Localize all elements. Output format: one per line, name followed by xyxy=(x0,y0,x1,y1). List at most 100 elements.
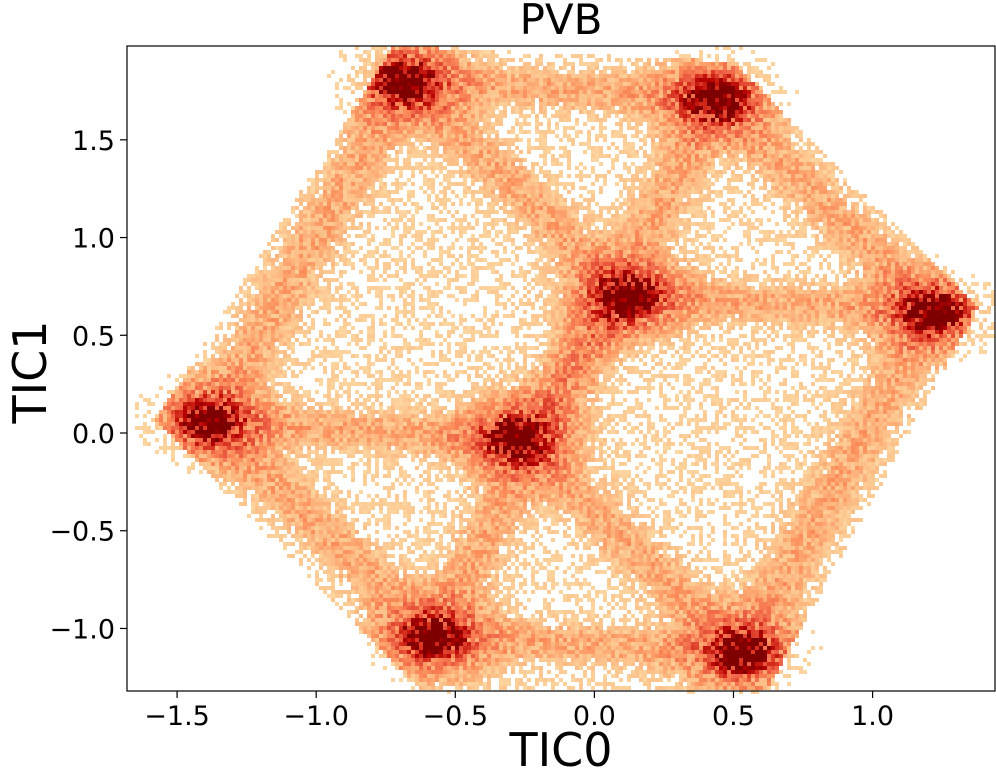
heatmap-cell xyxy=(411,70,415,74)
heatmap-cell xyxy=(859,242,863,246)
heatmap-cell xyxy=(611,158,615,162)
heatmap-cell xyxy=(407,226,411,230)
heatmap-cell xyxy=(539,186,543,190)
heatmap-cell xyxy=(671,70,675,74)
heatmap-cell xyxy=(623,214,627,218)
heatmap-cell xyxy=(507,70,511,74)
heatmap-cell xyxy=(667,110,671,114)
heatmap-cell xyxy=(487,234,491,238)
heatmap-cell xyxy=(543,70,547,74)
heatmap-cell xyxy=(691,206,695,210)
heatmap-cell xyxy=(855,242,859,246)
heatmap-cell xyxy=(511,94,515,98)
heatmap-cell xyxy=(571,86,575,90)
heatmap-cell xyxy=(827,226,831,230)
heatmap-cell xyxy=(747,226,751,230)
heatmap-cell xyxy=(683,146,687,150)
heatmap-cell xyxy=(563,62,567,66)
heatmap-cell xyxy=(399,242,403,246)
heatmap-cell xyxy=(539,226,543,230)
heatmap-cell xyxy=(659,242,663,246)
heatmap-cell xyxy=(587,90,591,94)
heatmap-cell xyxy=(743,234,747,238)
heatmap-cell xyxy=(603,154,607,158)
heatmap-cell xyxy=(443,234,447,238)
heatmap-cell xyxy=(611,98,615,102)
heatmap-cell xyxy=(415,134,419,138)
heatmap-cell xyxy=(455,238,459,242)
heatmap-cell xyxy=(359,126,363,130)
heatmap-cell xyxy=(339,174,343,178)
heatmap-cell xyxy=(691,186,695,190)
heatmap-cell xyxy=(347,118,351,122)
heatmap-cell xyxy=(511,66,515,70)
heatmap-cell xyxy=(407,194,411,198)
heatmap-cell xyxy=(379,46,383,50)
heatmap-cell xyxy=(347,102,351,106)
heatmap-cell xyxy=(527,130,531,134)
heatmap-cell xyxy=(531,214,535,218)
heatmap-cell xyxy=(603,102,607,106)
heatmap-cell xyxy=(567,126,571,130)
heatmap-cell xyxy=(723,150,727,154)
heatmap-cell xyxy=(423,150,427,154)
heatmap-cell xyxy=(323,198,327,202)
heatmap-cell xyxy=(771,162,775,166)
heatmap-cell xyxy=(643,82,647,86)
heatmap-cell xyxy=(859,234,863,238)
heatmap-cell xyxy=(571,222,575,226)
heatmap-cell xyxy=(315,230,319,234)
heatmap-cell xyxy=(511,142,515,146)
heatmap-cell xyxy=(831,162,835,166)
heatmap-cell xyxy=(523,86,527,90)
heatmap-cell xyxy=(467,138,471,142)
heatmap-cell xyxy=(623,134,627,138)
heatmap-cell xyxy=(511,182,515,186)
heatmap-cell xyxy=(431,162,435,166)
heatmap-cell xyxy=(491,110,495,114)
heatmap-cell xyxy=(731,126,735,130)
heatmap-cell xyxy=(743,194,747,198)
heatmap-cell xyxy=(479,114,483,118)
heatmap-cell xyxy=(595,150,599,154)
heatmap-cell xyxy=(667,106,671,110)
heatmap-cell xyxy=(603,78,607,82)
heatmap-cell xyxy=(403,166,407,170)
heatmap-cell xyxy=(439,110,443,114)
heatmap-cell xyxy=(647,122,651,126)
heatmap-cell xyxy=(571,218,575,222)
heatmap-cell xyxy=(427,110,431,114)
heatmap-cell xyxy=(791,194,795,198)
heatmap-cell xyxy=(851,218,855,222)
heatmap-cell xyxy=(483,166,487,170)
heatmap-cell xyxy=(787,206,791,210)
heatmap-cell xyxy=(635,170,639,174)
heatmap-cell xyxy=(527,78,531,82)
heatmap-cell xyxy=(403,234,407,238)
heatmap-cell xyxy=(675,222,679,226)
heatmap-cell xyxy=(423,250,427,254)
heatmap-cell xyxy=(631,190,635,194)
heatmap-cell xyxy=(455,162,459,166)
heatmap-cell xyxy=(531,146,535,150)
heatmap-cell xyxy=(679,122,683,126)
heatmap-cell xyxy=(503,98,507,102)
heatmap-cell xyxy=(511,138,515,142)
heatmap-cell xyxy=(639,94,643,98)
heatmap-cell xyxy=(651,206,655,210)
heatmap-cell xyxy=(691,158,695,162)
heatmap-cell xyxy=(715,194,719,198)
heatmap-cell xyxy=(595,86,599,90)
heatmap-cell xyxy=(679,118,683,122)
heatmap-cell xyxy=(755,142,759,146)
heatmap-cell xyxy=(475,202,479,206)
heatmap-cell xyxy=(815,182,819,186)
heatmap-cell xyxy=(575,174,579,178)
heatmap-cell xyxy=(371,182,375,186)
heatmap-cell xyxy=(367,58,371,62)
heatmap-cell xyxy=(679,102,683,106)
heatmap-cell xyxy=(711,158,715,162)
heatmap-cell xyxy=(635,106,639,110)
heatmap-cell xyxy=(587,146,591,150)
heatmap-cell xyxy=(499,142,503,146)
